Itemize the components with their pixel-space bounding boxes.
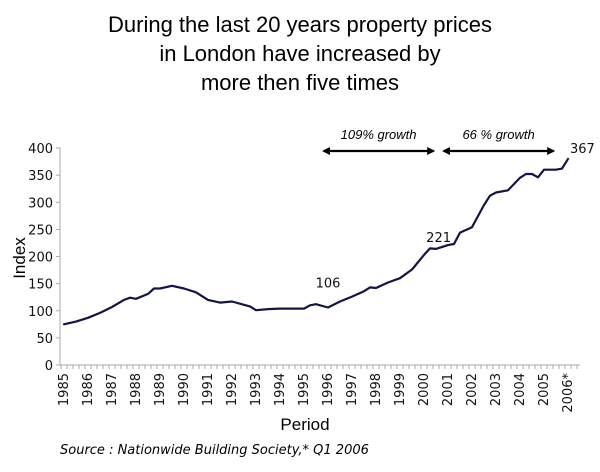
x-tick-label: 1990 [177, 373, 192, 406]
axes [56, 148, 580, 366]
y-tick-label: 0 [45, 359, 53, 374]
y-tick-label: 50 [36, 332, 53, 347]
x-tick-label: 1986 [81, 373, 96, 406]
value-label: 367 [570, 142, 595, 157]
x-tick-label: 1985 [57, 373, 72, 406]
title-line-3: more then five times [200, 70, 400, 95]
x-tick-label: 2003 [489, 373, 504, 406]
x-tick-label: 2001 [441, 373, 456, 406]
x-axis-title: Period [280, 415, 329, 434]
y-tick-label: 100 [28, 305, 53, 320]
series-group [62, 157, 570, 326]
growth-label: 66 % growth [462, 127, 534, 142]
x-tick-label: 1996 [321, 373, 336, 406]
y-axis-ticks: 0 50 100 150 200 250 300 350 400 [28, 142, 60, 374]
x-tick-label: 2006* [561, 373, 576, 413]
x-tick-label: 2000 [417, 373, 432, 406]
chart-title: During the last 20 years property prices… [0, 10, 600, 97]
y-tick-label: 150 [28, 278, 53, 293]
x-tick-label: 1987 [105, 373, 120, 406]
series-line [62, 157, 570, 326]
y-tick-label: 200 [28, 251, 53, 266]
x-axis-ticks: 1985 1986 1987 1988 1989 1990 1991 1992 1993 1994… [57, 365, 578, 413]
x-tick-label: 1999 [393, 373, 408, 406]
source-note: Source : Nationwide Building Society,* Q… [60, 443, 369, 458]
x-tick-label: 1989 [153, 373, 168, 406]
y-axis-title: Index [10, 237, 29, 279]
value-label: 221 [426, 231, 451, 246]
x-tick-label: 2005 [537, 373, 552, 406]
x-tick-label: 1991 [201, 373, 216, 406]
x-tick-label: 1992 [225, 373, 240, 406]
y-tick-label: 250 [28, 223, 53, 238]
title-line-2: in London have increased by [159, 41, 441, 66]
title-line-1: During the last 20 years property prices [108, 12, 492, 37]
x-tick-label: 1995 [297, 373, 312, 406]
value-label: 106 [316, 276, 341, 291]
x-tick-label: 1997 [345, 373, 360, 406]
growth-label: 109% growth [341, 127, 417, 142]
annotations: 106 221 367 109% growth 66 % growth [316, 127, 595, 291]
y-tick-label: 400 [28, 142, 53, 157]
x-tick-label: 2004 [513, 373, 528, 406]
x-tick-label: 1993 [249, 373, 264, 406]
y-tick-label: 300 [28, 196, 53, 211]
x-tick-label: 1988 [129, 373, 144, 406]
x-tick-label: 1994 [273, 373, 288, 406]
y-tick-label: 350 [28, 169, 53, 184]
x-tick-label: 1998 [369, 373, 384, 406]
x-tick-label: 2002 [465, 373, 480, 406]
